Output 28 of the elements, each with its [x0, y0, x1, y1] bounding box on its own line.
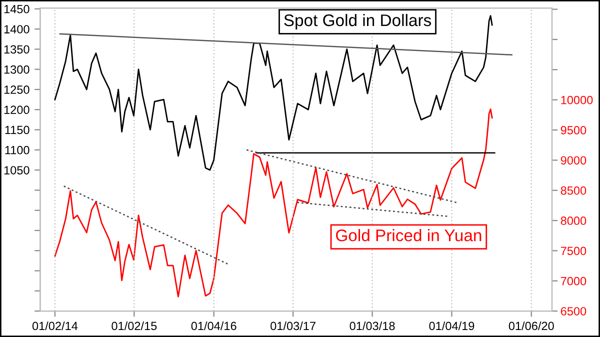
- y-tick-label: 1100: [5, 146, 30, 154]
- x-tick-label: 01/03/17: [270, 321, 316, 330]
- y2-tick-label: 7000: [560, 276, 586, 286]
- y2-tick-label: 9500: [560, 126, 586, 134]
- y2-tick-label: 8000: [560, 216, 586, 225]
- x-tick-label: 01/03/18: [350, 321, 395, 330]
- y-tick-label: 1300: [4, 65, 30, 74]
- line-series: [54, 15, 493, 171]
- y-tick-label: 1200: [4, 106, 30, 114]
- series-label: Gold Priced in Yuan: [336, 229, 482, 242]
- y2-tick-label: 7500: [560, 246, 586, 256]
- y-tick-label: 1450: [4, 4, 30, 14]
- line-series: [54, 108, 493, 298]
- y2-tick-label: 10000: [561, 96, 593, 104]
- x-tick-label: 01/04/19: [429, 321, 474, 330]
- series-label: Spot Gold in Dollars: [284, 14, 432, 30]
- y-tick-label: 1150: [5, 126, 30, 134]
- x-tick-label: 01/06/20: [508, 321, 554, 330]
- y-tick-label: 1050: [4, 166, 30, 174]
- y2-tick-label: 8500: [560, 186, 586, 195]
- y-tick-label: 1400: [4, 25, 30, 34]
- y-tick-label: 1250: [4, 86, 30, 94]
- x-tick-label: 01/04/16: [191, 321, 236, 330]
- x-tick-label: 01/02/15: [112, 321, 157, 330]
- y-tick-label: 1350: [4, 45, 30, 54]
- y2-tick-label: 9000: [560, 156, 586, 165]
- y2-tick-label: 6500: [560, 307, 586, 316]
- x-tick-label: 01/02/14: [32, 321, 78, 330]
